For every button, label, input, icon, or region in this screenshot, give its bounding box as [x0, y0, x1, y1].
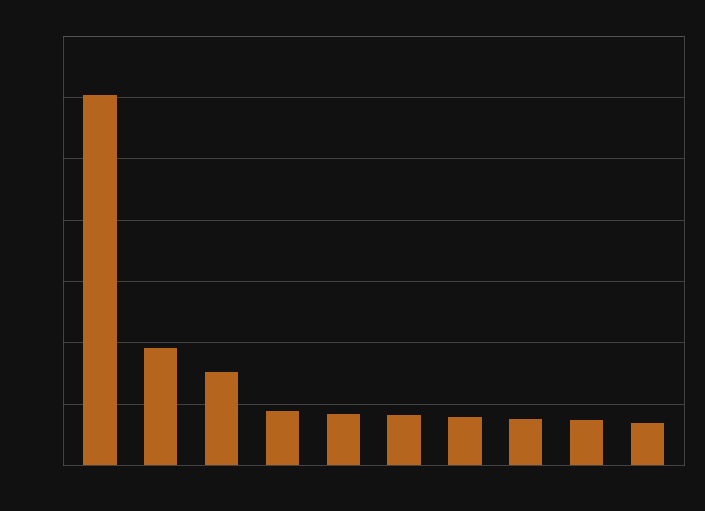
Bar: [631, 423, 664, 465]
Bar: [570, 420, 603, 465]
Bar: [205, 372, 238, 465]
Bar: [266, 411, 299, 465]
Bar: [144, 348, 178, 465]
Bar: [509, 419, 542, 465]
Bar: [326, 414, 360, 465]
Bar: [448, 417, 482, 465]
Bar: [387, 415, 421, 465]
Bar: [83, 96, 116, 465]
